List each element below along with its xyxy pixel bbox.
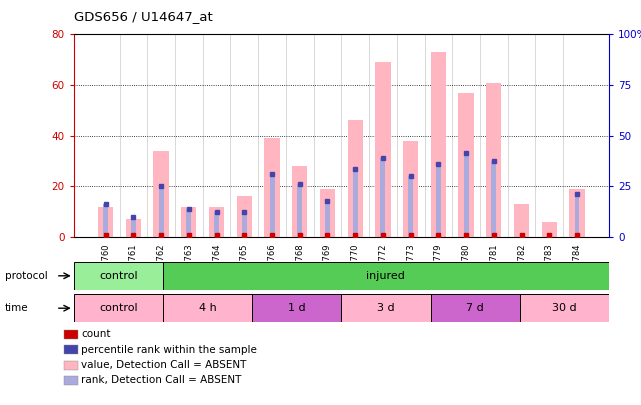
Text: control: control [99, 271, 138, 281]
Bar [569, 189, 585, 237]
Bar [486, 83, 501, 237]
Bar [74, 262, 163, 290]
Bar [320, 189, 335, 237]
Text: protocol: protocol [5, 271, 48, 281]
Bar [158, 186, 163, 237]
Bar [347, 121, 363, 237]
Bar [380, 158, 385, 237]
Bar [431, 52, 446, 237]
Bar [181, 207, 197, 237]
Text: 30 d: 30 d [552, 303, 577, 313]
Bar [341, 294, 431, 322]
Bar [126, 219, 141, 237]
Text: GDS656 / U14647_at: GDS656 / U14647_at [74, 10, 212, 23]
Bar [163, 294, 252, 322]
Bar [74, 294, 163, 322]
Text: time: time [5, 303, 29, 313]
Bar [103, 204, 108, 237]
Bar [463, 153, 469, 237]
Bar [458, 93, 474, 237]
Text: 3 d: 3 d [377, 303, 395, 313]
Bar [264, 138, 279, 237]
Bar [163, 262, 609, 290]
Bar [491, 161, 496, 237]
Text: 1 d: 1 d [288, 303, 306, 313]
Bar [242, 211, 247, 237]
Bar [269, 174, 274, 237]
Text: control: control [99, 303, 138, 313]
Bar [353, 168, 358, 237]
Text: percentile rank within the sample: percentile rank within the sample [81, 345, 257, 354]
Bar [436, 164, 441, 237]
Bar [237, 196, 252, 237]
Bar [209, 207, 224, 237]
Text: 7 d: 7 d [466, 303, 484, 313]
Bar [375, 62, 390, 237]
Text: value, Detection Call = ABSENT: value, Detection Call = ABSENT [81, 360, 247, 370]
Bar [297, 184, 303, 237]
Bar [520, 294, 609, 322]
Bar [292, 166, 308, 237]
Bar [98, 207, 113, 237]
Bar [408, 176, 413, 237]
Bar [153, 151, 169, 237]
Text: injured: injured [367, 271, 405, 281]
Bar [252, 294, 341, 322]
Bar [131, 217, 136, 237]
Bar [325, 202, 330, 237]
Bar [403, 141, 419, 237]
Bar [431, 294, 520, 322]
Bar [187, 209, 192, 237]
Text: count: count [81, 329, 111, 339]
Text: 4 h: 4 h [199, 303, 217, 313]
Bar [542, 222, 557, 237]
Bar [514, 204, 529, 237]
Text: rank, Detection Call = ABSENT: rank, Detection Call = ABSENT [81, 375, 242, 385]
Bar [574, 194, 579, 237]
Bar [214, 211, 219, 237]
